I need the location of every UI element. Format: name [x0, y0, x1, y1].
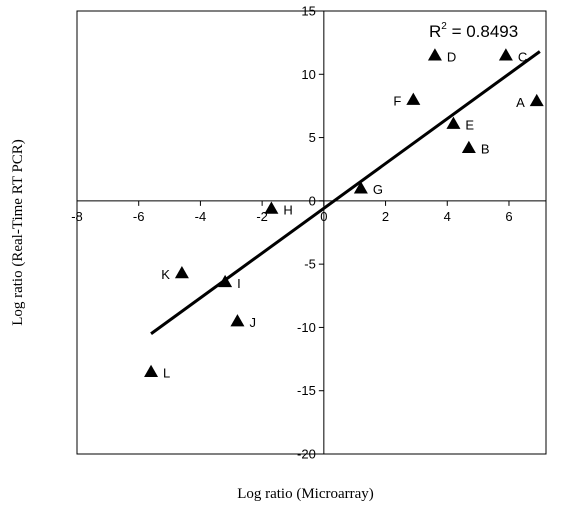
- y-tick-label: 0: [309, 193, 316, 208]
- y-tick-label: 15: [301, 4, 315, 19]
- point-label-a: A: [516, 95, 525, 110]
- axes: [77, 11, 546, 454]
- point-label-l: L: [163, 366, 170, 381]
- y-tick-label: 10: [301, 67, 315, 82]
- point-marker-b: [461, 140, 476, 153]
- x-tick-label: 2: [382, 209, 389, 224]
- x-tick-label: 4: [444, 209, 451, 224]
- point-label-k: K: [161, 267, 170, 282]
- point-label-b: B: [481, 142, 490, 157]
- x-tick-label: -2: [256, 209, 268, 224]
- trendline: [150, 50, 541, 335]
- point-label-f: F: [393, 94, 401, 109]
- y-tick-label: 5: [309, 130, 316, 145]
- x-tick-label: -8: [71, 209, 83, 224]
- point-marker-j: [230, 314, 245, 327]
- point-marker-e: [446, 116, 461, 129]
- point-label-d: D: [447, 49, 456, 64]
- point-label-h: H: [283, 202, 292, 217]
- y-tick-label: -15: [297, 383, 316, 398]
- y-axis-title: Log ratio (Real-Time RT PCR): [10, 139, 26, 326]
- x-axis-title: Log ratio (Microarray): [237, 486, 374, 502]
- r-squared-label: R2 = 0.8493: [429, 21, 518, 41]
- trendline-group: [150, 50, 541, 335]
- point-marker-h: [264, 201, 279, 214]
- point-label-g: G: [373, 182, 383, 197]
- plot-border: [76, 10, 547, 455]
- point-marker-d: [427, 48, 442, 61]
- y-tick-label: -10: [297, 320, 316, 335]
- point-marker-g: [353, 181, 368, 194]
- point-marker-k: [174, 266, 189, 279]
- x-tick-label: -6: [133, 209, 145, 224]
- point-label-c: C: [518, 49, 527, 64]
- point-label-j: J: [249, 315, 256, 330]
- point-label-e: E: [465, 118, 474, 133]
- point-marker-i: [218, 274, 233, 288]
- plot-frame: [76, 10, 547, 455]
- x-tick-label: 6: [505, 209, 512, 224]
- data-points: A B C D E F G H I J K L: [144, 48, 544, 381]
- point-marker-l: [144, 364, 159, 377]
- point-marker-f: [406, 92, 421, 105]
- x-tick-label: 0: [320, 209, 327, 224]
- point-marker-c: [498, 48, 513, 61]
- y-tick-label: -5: [304, 257, 316, 272]
- x-tick-label: -4: [195, 209, 207, 224]
- point-label-i: I: [237, 276, 241, 291]
- point-marker-a: [529, 93, 544, 107]
- y-tick-label: -20: [297, 447, 316, 462]
